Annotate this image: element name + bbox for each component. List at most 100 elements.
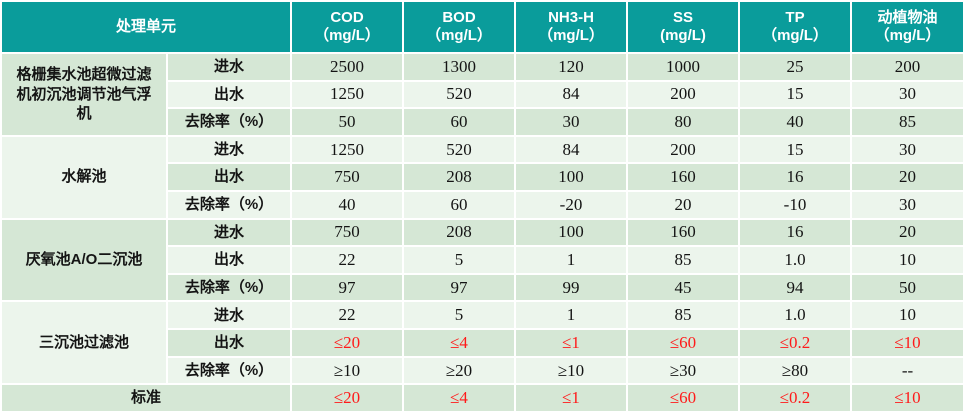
value-cell: ≤10 [850,383,963,413]
group-cell-pretreatment: 格栅集水池超微过滤机初沉池调节池气浮机 [0,52,168,137]
column-unit: (mg/L) [660,27,706,44]
row-label-cell: 进水 [165,217,293,248]
row-label-cell: 出水 [165,79,293,110]
value-cell: 1250 [290,134,405,165]
value-cell: 100 [514,217,629,248]
value-cell: 16 [738,217,853,248]
value-cell: 30 [850,79,963,110]
value-cell: ≤4 [402,328,517,358]
row-label-cell: 进水 [165,300,293,331]
value-cell: 20 [850,217,963,248]
row-label-cell: 进水 [165,134,293,165]
value-cell: 40 [290,190,405,220]
standard-label-cell: 标准 [0,383,293,413]
table-row: 水解池 进水 1250 520 84 200 15 30 [0,134,963,220]
row-label-cell: 出水 [165,328,293,358]
value-cell: ≥30 [626,355,741,386]
value-cell: 10 [850,300,963,331]
value-cell: ≥20 [402,355,517,386]
value-cell: ≤1 [514,383,629,413]
value-cell: 1.0 [738,245,853,275]
value-cell: ≤0.2 [738,383,853,413]
value-cell: 750 [290,217,405,248]
value-cell: ≤60 [626,328,741,358]
value-cell: 520 [402,134,517,165]
value-cell: 30 [514,107,629,137]
table-row: 去除率（%） 40 60 -20 20 -10 30 [1,190,963,220]
column-unit: （mg/L） [538,27,604,44]
row-label-cell: 去除率（%） [165,272,293,303]
value-cell: ≤0.2 [738,328,853,358]
value-cell: 20 [626,190,741,220]
row-label-cell: 去除率（%） [165,355,293,386]
value-cell: 1300 [402,52,517,82]
value-cell: 160 [626,217,741,248]
value-cell: 120 [514,52,629,82]
table-row: 格栅集水池超微过滤机初沉池调节池气浮机 进水 2500 1300 120 100… [0,52,963,137]
group-cell-hydrolysis: 水解池 [0,134,168,220]
value-cell: 200 [850,52,963,82]
value-cell: 1 [514,300,629,331]
value-cell: ≥10 [290,355,405,386]
value-cell: 100 [514,162,629,193]
header-row: 处理单元 COD （mg/L） BOD （mg/L） NH3-H （mg/L） … [0,0,963,54]
value-cell: 84 [514,134,629,165]
value-cell: 20 [850,162,963,193]
header-cell-bod: BOD （mg/L） [402,0,517,54]
value-cell: 1000 [626,52,741,82]
standard-row: 标准 ≤20 ≤4 ≤1 ≤60 ≤0.2 ≤10 [0,383,963,413]
row-label-cell: 出水 [165,162,293,193]
value-cell: 80 [626,107,741,137]
row-label-cell: 去除率（%） [165,190,293,220]
row-label-cell: 去除率（%） [165,107,293,137]
table-row: 出水 22 5 1 85 1.0 10 [1,245,963,275]
column-unit: （mg/L） [426,27,492,44]
value-cell: ≤60 [626,383,741,413]
value-cell: ≤4 [402,383,517,413]
column-name: SS [673,9,694,26]
header-cell-unit: 处理单元 [0,0,293,54]
value-cell: 5 [402,300,517,331]
value-cell: -20 [514,190,629,220]
header-cell-cod: COD （mg/L） [290,0,405,54]
table-row: 三沉池过滤池 进水 22 5 1 85 1.0 10 [0,300,963,386]
value-cell: -- [850,355,963,386]
column-unit: （mg/L） [314,27,380,44]
value-cell: 1250 [290,79,405,110]
value-cell: ≥80 [738,355,853,386]
value-cell: 60 [402,107,517,137]
value-cell: 22 [290,300,405,331]
table-row: 去除率（%） 50 60 30 80 40 85 [1,107,963,137]
value-cell: 750 [290,162,405,193]
value-cell: 2500 [290,52,405,82]
value-cell: 60 [402,190,517,220]
value-cell: 30 [850,134,963,165]
value-cell: 84 [514,79,629,110]
value-cell: 15 [738,134,853,165]
table-row: 去除率（%） 97 97 99 45 94 50 [1,272,963,303]
value-cell: 16 [738,162,853,193]
value-cell: 50 [850,272,963,303]
table-row: 去除率（%） ≥10 ≥20 ≥10 ≥30 ≥80 -- [1,355,963,386]
value-cell: 85 [626,245,741,275]
value-cell: 520 [402,79,517,110]
value-cell: 99 [514,272,629,303]
header-cell-nh3h: NH3-H （mg/L） [514,0,629,54]
table-row: 厌氧池A/O二沉池 进水 750 208 100 160 16 20 [0,217,963,303]
group-cell-tertiary-filter: 三沉池过滤池 [0,300,168,386]
table-row: 出水 ≤20 ≤4 ≤1 ≤60 ≤0.2 ≤10 [1,328,963,358]
value-cell: 40 [738,107,853,137]
value-cell: ≤20 [290,383,405,413]
row-label-cell: 出水 [165,245,293,275]
value-cell: 208 [402,217,517,248]
column-unit: （mg/L） [874,27,941,44]
value-cell: 94 [738,272,853,303]
column-unit: （mg/L） [762,27,828,44]
value-cell: 45 [626,272,741,303]
value-cell: 25 [738,52,853,82]
value-cell: ≤1 [514,328,629,358]
header-cell-ss: SS (mg/L) [626,0,741,54]
value-cell: 97 [402,272,517,303]
column-name: BOD [442,9,476,26]
value-cell: ≤20 [290,328,405,358]
